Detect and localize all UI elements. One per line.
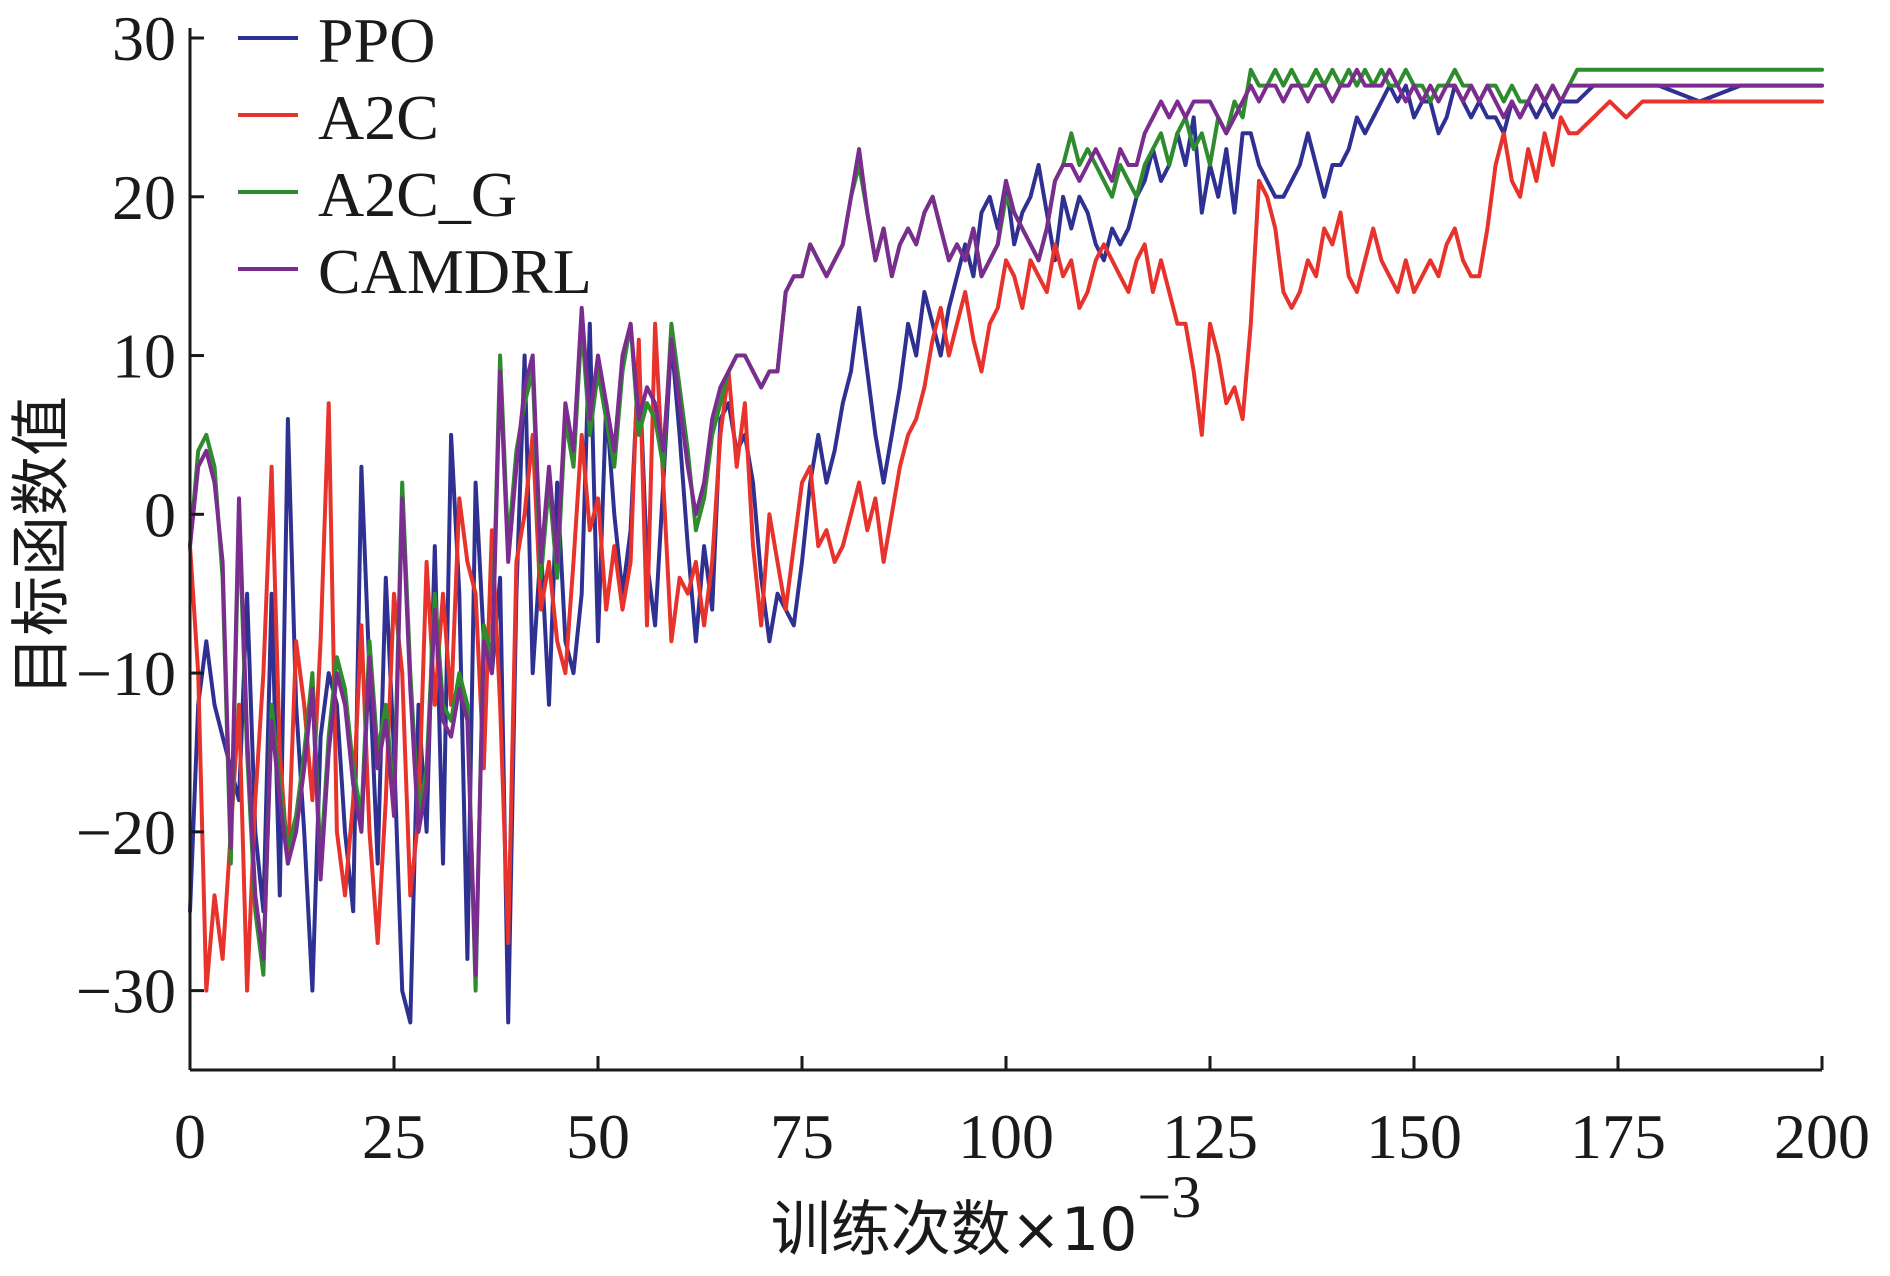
x-tick-label: 175	[1570, 1101, 1666, 1172]
x-axis-title-exponent: −3	[1137, 1164, 1201, 1230]
legend-label-ppo: PPO	[318, 5, 435, 76]
y-ticks: −30 −20 −10 0 10 20 30	[76, 3, 204, 1027]
x-tick-label: 0	[174, 1101, 206, 1172]
legend-label-a2c-g: A2C_G	[318, 159, 517, 230]
x-tick-label: 50	[566, 1101, 630, 1172]
x-tick-label: 25	[362, 1101, 426, 1172]
y-axis-title: 目标函数值	[7, 396, 77, 696]
legend-label-a2c: A2C	[318, 82, 439, 153]
x-tick-label: 75	[770, 1101, 834, 1172]
x-ticks: 0 25 50 75 100 125 150 175 200	[174, 1056, 1870, 1172]
y-tick-label: −10	[76, 638, 176, 709]
x-tick-label: 200	[1774, 1101, 1870, 1172]
y-tick-label: 10	[112, 321, 176, 392]
plot-lines	[188, 67, 1824, 1025]
y-tick-label: 20	[112, 162, 176, 233]
x-tick-label: 100	[958, 1101, 1054, 1172]
series-line-camdrl	[188, 67, 1824, 977]
y-tick-label: −20	[76, 797, 176, 868]
x-axis-title: 训练次数×10−3	[771, 1164, 1201, 1265]
x-tick-label: 150	[1366, 1101, 1462, 1172]
x-axis-title-text: 训练次数×10	[771, 1195, 1138, 1265]
y-tick-label: −30	[76, 956, 176, 1027]
y-tick-label: 0	[144, 479, 176, 550]
axes: 0 25 50 75 100 125 150 175 200 −30 −20 −10 0 10 20 30	[76, 3, 1870, 1172]
y-tick-label: 30	[112, 3, 176, 74]
x-tick-label: 125	[1162, 1101, 1258, 1172]
legend-label-camdrl: CAMDRL	[318, 236, 592, 307]
